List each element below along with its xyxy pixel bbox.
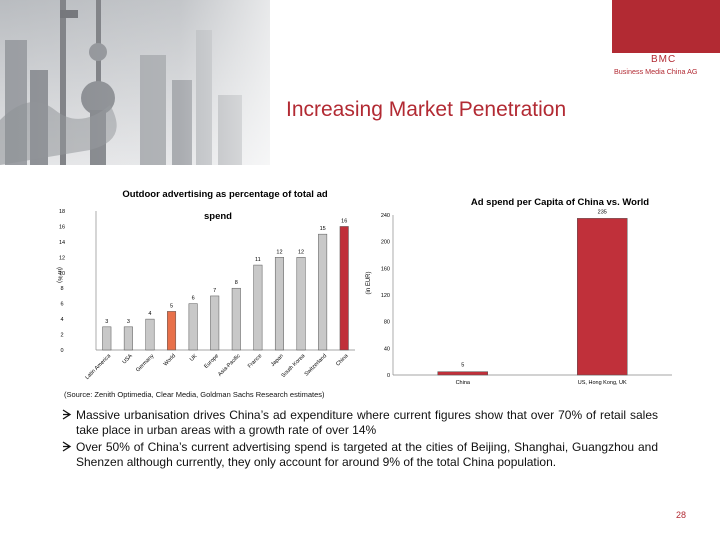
- bar: [274, 257, 284, 351]
- data-label: 7: [213, 288, 216, 294]
- arrow-bullet-icon: [62, 408, 72, 425]
- x-tick-label: South Korea: [281, 353, 308, 380]
- x-tick-label: UK: [189, 353, 199, 363]
- data-label: 5: [170, 303, 173, 309]
- x-tick-label: China: [335, 353, 350, 368]
- bar: [339, 226, 349, 351]
- data-label: 5: [461, 363, 464, 369]
- company-logo: [612, 0, 720, 80]
- y-tick-label: 6: [60, 302, 63, 308]
- x-tick-label: World: [163, 353, 177, 367]
- logo-wordmark: BMC: [651, 54, 677, 65]
- y-tick-label: 240: [381, 213, 390, 219]
- y-axis-label: (in EUR): [366, 271, 372, 294]
- data-label: 15: [320, 226, 326, 232]
- bullet-text: Over 50% of China’s current advertising …: [76, 440, 658, 469]
- outdoor-advertising-chart: Outdoor advertising as percentage of tot…: [56, 189, 355, 381]
- y-tick-label: 16: [59, 224, 65, 230]
- y-tick-label: 120: [381, 293, 390, 299]
- bar: [318, 233, 328, 351]
- y-tick-label: 18: [59, 209, 65, 215]
- data-label: 12: [298, 249, 304, 255]
- y-tick-label: 200: [381, 240, 390, 246]
- bullet-list: Massive urbanisation drives China’s ad e…: [62, 408, 658, 472]
- data-label: 11: [255, 257, 261, 263]
- x-tick-label: USA: [122, 353, 134, 365]
- bar: [253, 264, 263, 351]
- x-tick-label: France: [247, 353, 263, 369]
- chart-title: spend: [204, 211, 232, 222]
- data-label: 8: [235, 280, 238, 286]
- data-label: 235: [598, 209, 607, 215]
- y-tick-label: 40: [384, 346, 390, 352]
- bar: [102, 326, 112, 351]
- logo-subtitle: Business Media China AG: [614, 67, 698, 76]
- bar: [188, 303, 198, 351]
- chart-title: Outdoor advertising as percentage of tot…: [122, 189, 328, 200]
- x-tick-label: Asia-Pacific: [217, 353, 242, 378]
- x-tick-label: Japan: [270, 353, 285, 368]
- bar: [296, 257, 306, 351]
- bar: [231, 287, 241, 351]
- x-tick-label: China: [456, 380, 471, 386]
- page-number: 28: [676, 510, 687, 520]
- y-tick-label: 0: [60, 348, 63, 354]
- x-tick-label: Latin America: [84, 353, 112, 381]
- data-label: 3: [127, 319, 130, 325]
- bar: [437, 371, 488, 376]
- bar: [167, 311, 177, 351]
- y-tick-label: 160: [381, 266, 390, 272]
- data-label: 12: [276, 249, 282, 255]
- data-label: 6: [192, 296, 195, 302]
- y-tick-label: 2: [60, 333, 63, 339]
- bar: [577, 218, 628, 376]
- x-tick-label: Europe: [203, 353, 220, 370]
- arrow-bullet-icon: [62, 440, 72, 457]
- bar: [123, 326, 133, 351]
- data-label: 16: [341, 218, 347, 224]
- ad-spend-per-capita-chart: Ad spend per Capita of China vs. World 0 4…: [366, 197, 672, 386]
- y-tick-label: 4: [60, 317, 63, 323]
- y-axis-label: (in %): [56, 267, 62, 283]
- photo-fade-overlay: [0, 0, 720, 170]
- data-label: 3: [105, 319, 108, 325]
- chart-title: Ad spend per Capita of China vs. World: [471, 197, 649, 208]
- source-note: (Source: Zenith Optimedia, Clear Media, …: [64, 390, 325, 399]
- logo-red-block: [612, 0, 720, 53]
- x-tick-label: Germany: [135, 353, 155, 373]
- bar: [145, 318, 155, 351]
- y-tick-label: 0: [387, 373, 390, 379]
- y-tick-label: 8: [60, 286, 63, 292]
- y-tick-label: 14: [59, 240, 65, 246]
- slide-title: Increasing Market Penetration: [286, 98, 567, 121]
- data-label: 4: [148, 311, 151, 317]
- y-tick-label: 10: [59, 271, 65, 277]
- bar: [210, 295, 220, 351]
- bullet-item: Massive urbanisation drives China’s ad e…: [62, 408, 658, 438]
- x-tick-label: US, Hong Kong, UK: [578, 380, 627, 386]
- y-tick-label: 80: [384, 320, 390, 326]
- bullet-text: Massive urbanisation drives China’s ad e…: [76, 408, 658, 437]
- y-tick-label: 12: [59, 255, 65, 261]
- bullet-item: Over 50% of China’s current advertising …: [62, 440, 658, 470]
- x-tick-label: Switzerland: [304, 353, 328, 377]
